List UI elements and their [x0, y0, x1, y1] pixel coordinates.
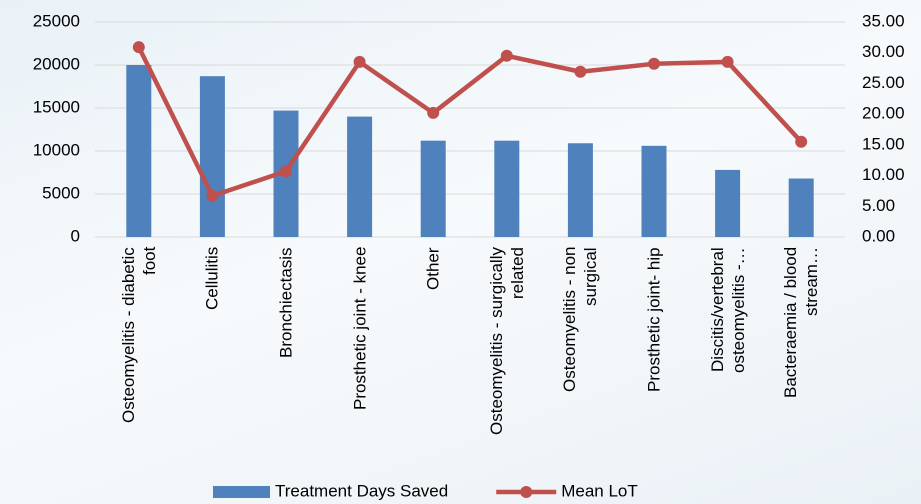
- x-tick-label: Prosthetic joint- hip: [644, 247, 665, 443]
- bar: [568, 143, 593, 237]
- line-point: [427, 107, 439, 119]
- y2-tick-label: 20.00: [862, 104, 905, 123]
- x-tick-label: Other: [423, 247, 444, 443]
- line-point: [206, 190, 218, 202]
- bar: [200, 76, 225, 237]
- x-tick-label: Bronchiectasis: [276, 247, 297, 443]
- y2-tick-label: 5.00: [862, 196, 895, 215]
- x-tick-label: Osteomyelitis - surgically related: [486, 247, 528, 443]
- line-point: [795, 136, 807, 148]
- line: [139, 47, 801, 196]
- x-tick-label: Osteomyelitis - non surgical: [559, 247, 601, 443]
- x-tick-label: Osteomyelitis - diabetic foot: [118, 247, 160, 443]
- legend-label: Mean LoT: [561, 481, 638, 500]
- line-point: [133, 41, 145, 53]
- y-tick-label: 20000: [33, 54, 80, 73]
- y2-tick-label: 35.00: [862, 11, 905, 30]
- legend-swatch: [520, 486, 532, 498]
- bar: [126, 65, 151, 237]
- bar: [494, 141, 519, 237]
- bar: [347, 117, 372, 237]
- line-point: [354, 56, 366, 68]
- line-point: [722, 56, 734, 68]
- y-tick-label: 5000: [42, 183, 80, 202]
- chart: 0 5000 10000 15000 20000 25000 0.00 5.00 10.00 15…: [0, 0, 921, 504]
- y-tick-label: 15000: [33, 97, 80, 116]
- line-point: [574, 66, 586, 78]
- y2-tick-label: 15.00: [862, 134, 905, 153]
- y-tick-label: 0: [71, 226, 80, 245]
- y-tick-label: 10000: [33, 140, 80, 159]
- y2-tick-label: 25.00: [862, 73, 905, 92]
- legend-label: Treatment Days Saved: [275, 481, 448, 500]
- y2-tick-label: 30.00: [862, 42, 905, 61]
- y2-tick-label: 0.00: [862, 226, 895, 245]
- bar: [715, 170, 740, 237]
- legend-swatch: [213, 486, 270, 498]
- x-tick-label: Prosthetic joint - knee: [349, 247, 370, 443]
- line-point: [280, 165, 292, 177]
- bar: [789, 179, 814, 237]
- y-tick-label: 25000: [33, 11, 80, 30]
- line-point: [501, 50, 513, 62]
- bar: [421, 141, 446, 237]
- x-tick-label: Bacteraemia / blood stream…: [780, 247, 822, 443]
- line-point: [648, 58, 660, 70]
- x-tick-label: Cellulitis: [202, 247, 223, 443]
- y2-tick-label: 10.00: [862, 165, 905, 184]
- bar: [642, 146, 667, 237]
- x-tick-label: Discitis/vertebral osteomyelitis -…: [707, 247, 749, 443]
